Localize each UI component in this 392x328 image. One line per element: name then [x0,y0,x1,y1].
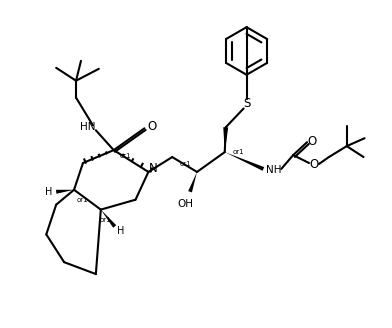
Text: O: O [148,120,157,133]
Text: N: N [149,162,158,175]
Text: H: H [117,226,124,236]
Text: H: H [45,187,52,197]
Text: or1: or1 [76,197,88,203]
Polygon shape [101,210,116,228]
Polygon shape [223,127,228,152]
Text: O: O [309,158,319,172]
Polygon shape [188,172,197,193]
Text: or1: or1 [233,149,245,155]
Text: or1: or1 [120,153,131,159]
Text: NH: NH [266,165,281,175]
Polygon shape [225,152,264,171]
Text: S: S [243,97,250,110]
Text: HN: HN [80,122,96,132]
Polygon shape [56,190,74,194]
Text: or1: or1 [179,161,191,167]
Text: or1: or1 [100,216,112,222]
Text: O: O [307,135,317,148]
Text: OH: OH [177,199,193,209]
